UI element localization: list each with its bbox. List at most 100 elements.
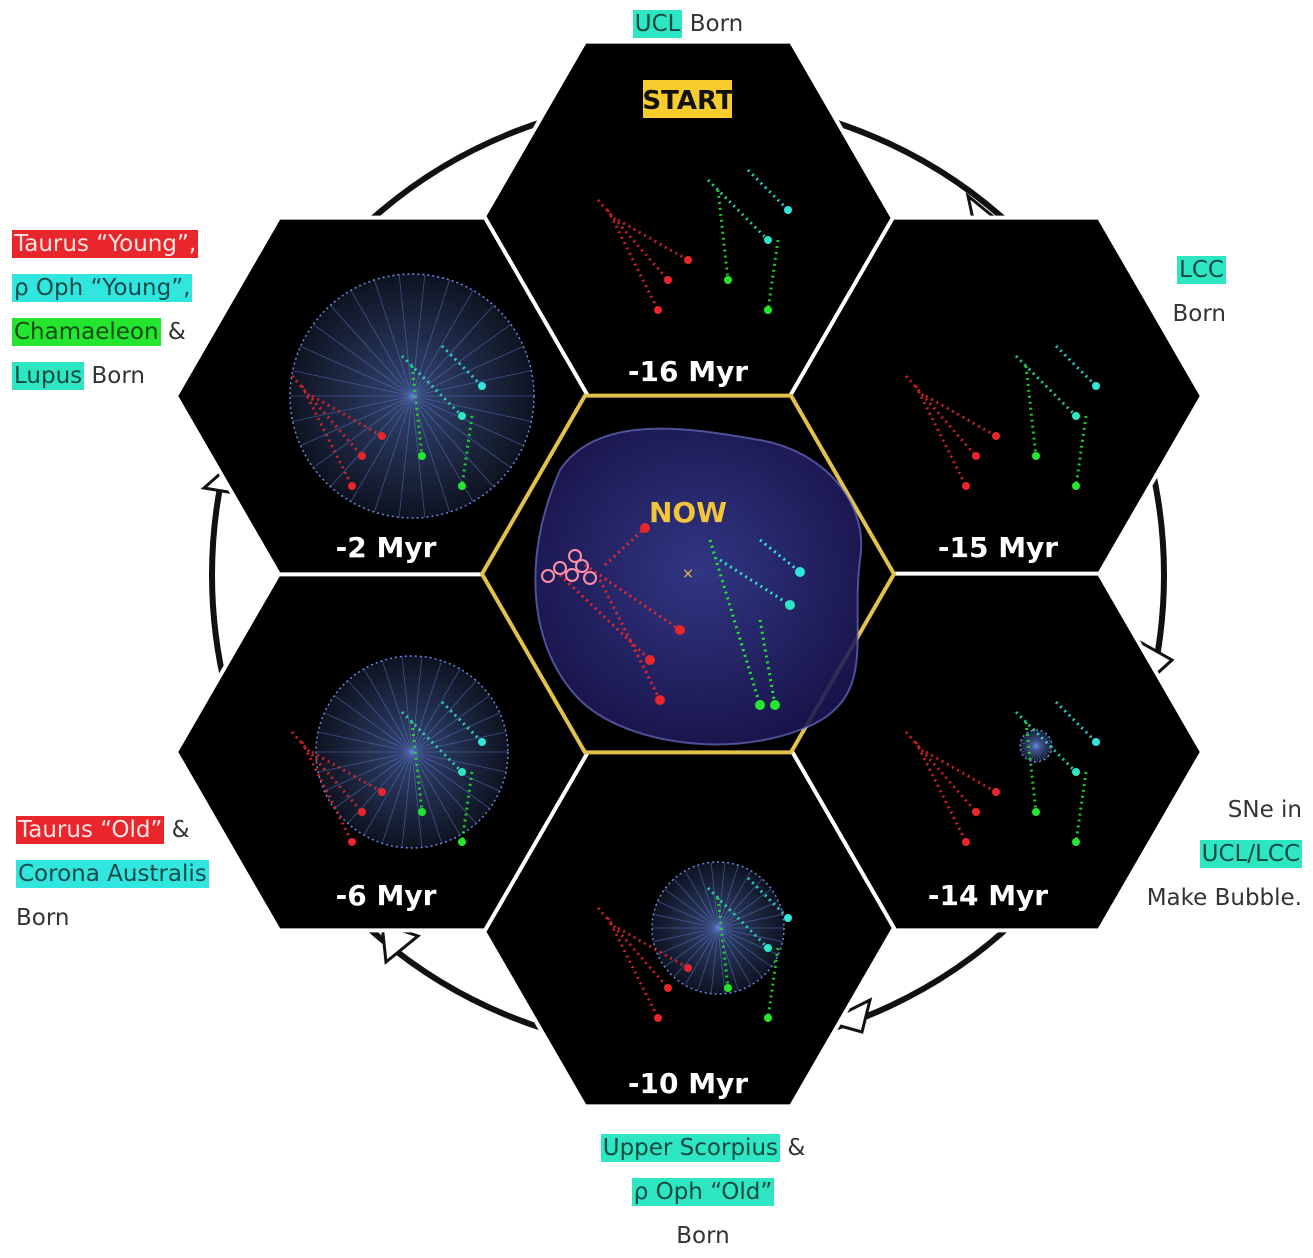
hex-lower-right-bubble-ray bbox=[1035, 745, 1039, 762]
hex-bottom-track-head bbox=[664, 984, 672, 992]
hex-lower-right-bubble-ray bbox=[1022, 745, 1037, 756]
hex-upper-left-bubble-ray bbox=[411, 395, 532, 422]
hex-upper-left-bubble-ray bbox=[411, 395, 511, 469]
hex-lower-right-bubble-ray bbox=[1021, 739, 1037, 747]
group-corona-australis: Corona Australis bbox=[16, 860, 209, 888]
hex-upper-left-bubble-ray bbox=[300, 395, 413, 446]
group-rho-oph-old: ρ Oph “Old” bbox=[631, 1178, 775, 1206]
hex-lower-right-bubble-ray bbox=[1033, 745, 1037, 762]
group-taurus-old: Taurus “Old” bbox=[16, 816, 165, 844]
hex-upper-left-track-head bbox=[458, 482, 466, 490]
hex-upper-left-bubble-ray bbox=[350, 395, 413, 502]
hex-center-track-head bbox=[785, 600, 795, 610]
hex-upper-left-bubble-ray bbox=[313, 323, 413, 397]
hex-lower-left-track-head bbox=[358, 808, 366, 816]
hex-upper-left-track bbox=[300, 385, 354, 487]
hex-bottom-bubble-ray bbox=[697, 927, 719, 991]
hex-lower-left-track-head bbox=[378, 788, 386, 796]
hex-lower-right-bubble-ray bbox=[1033, 730, 1037, 747]
hex-lower-left-bubble-ray bbox=[401, 656, 413, 753]
hex-lower-right-track-head bbox=[972, 808, 980, 816]
hex-bottom-track bbox=[606, 917, 660, 1019]
hex-lower-right-track-head bbox=[1072, 838, 1080, 846]
hex-center-track-head bbox=[770, 700, 780, 710]
annotation-lower-left-amp: & bbox=[164, 817, 190, 843]
annotation-upper-left-suffix: Born bbox=[84, 363, 145, 389]
group-lcc: LCC bbox=[1177, 256, 1226, 284]
hex-lower-left-track-head bbox=[418, 808, 426, 816]
hex-upper-left-track bbox=[311, 394, 383, 438]
hex-bottom-bubble-ray bbox=[717, 870, 752, 929]
hex-lower-left-track-head bbox=[348, 838, 356, 846]
local-bubble-surface bbox=[534, 427, 863, 746]
hex-lower-left-bubble-ray bbox=[381, 751, 413, 844]
hex-bottom-bubble-ray bbox=[673, 878, 719, 929]
annotation-lower-right-line1: SNe in bbox=[1227, 797, 1302, 823]
hex-lower-right-bubble-ray bbox=[1025, 733, 1037, 747]
time-label-upper-right: -15 Myr bbox=[938, 531, 1058, 564]
now-label: NOW bbox=[649, 496, 727, 529]
hex-upper-left-bubble-ray bbox=[398, 395, 413, 518]
hex-lower-left-bubble-ray bbox=[411, 680, 477, 753]
hex-upper-left-bubble-ray bbox=[330, 395, 413, 487]
hex-bottom-bubble-ray bbox=[653, 927, 719, 943]
hex-top-track bbox=[606, 209, 660, 311]
hex-lower-right-bubble-ray bbox=[1027, 745, 1037, 761]
hex-upper-left-track-head bbox=[358, 452, 366, 460]
hex-bottom-track-head bbox=[724, 984, 732, 992]
hex-lower-right-bubble-ray bbox=[1035, 736, 1050, 747]
hex-bottom-bubble-ray bbox=[673, 927, 719, 978]
annotation-lower-right-line3: Make Bubble. bbox=[1146, 885, 1302, 911]
group-rho-oph-young: ρ Oph “Young”, bbox=[12, 274, 193, 302]
hex-lower-right-bubble-ray bbox=[1035, 739, 1051, 747]
hex-lower-right-bubble-ray bbox=[1035, 730, 1039, 747]
hex-bottom-bubble-ray bbox=[657, 900, 719, 929]
hex-lower-right-track bbox=[914, 741, 968, 843]
hex-lower-right-track-head bbox=[962, 838, 970, 846]
hex-upper-left-bubble-ray bbox=[292, 395, 413, 422]
hex-upper-right-track-head bbox=[1092, 382, 1100, 390]
hex-bottom-bubble-ray bbox=[717, 913, 783, 929]
hex-lower-left-bubble-ray bbox=[411, 751, 461, 836]
annotation-lower-left-born: Born bbox=[16, 905, 70, 931]
hex-bottom-track bbox=[617, 926, 689, 970]
hex-lower-right-bubble-ray bbox=[1021, 745, 1037, 753]
hex-lower-right-track-head bbox=[992, 788, 1000, 796]
hex-lower-right-bubble-ray bbox=[1035, 742, 1052, 747]
sun-marker: × bbox=[682, 566, 694, 582]
hex-bottom-bubble-ray bbox=[717, 888, 772, 929]
hex-center-track-head bbox=[755, 700, 765, 710]
hex-lower-right-track-head bbox=[1092, 738, 1100, 746]
hex-bottom-bubble-ray bbox=[710, 927, 719, 994]
hex-upper-right-track-head bbox=[1072, 412, 1080, 420]
hex-bottom-track-head bbox=[654, 1014, 662, 1022]
annotation-lower-left: Taurus “Old” & Corona Australis Born bbox=[16, 808, 209, 940]
hex-center-cluster-ring bbox=[565, 568, 579, 582]
hex-upper-right-track bbox=[914, 385, 968, 487]
hex-top-track-head bbox=[654, 306, 662, 314]
hex-lower-left-track bbox=[311, 750, 383, 794]
hex-lower-left-bubble-ray bbox=[411, 668, 461, 753]
hex-lower-left-bubble-ray bbox=[411, 731, 506, 753]
hex-center-track bbox=[598, 579, 662, 701]
hex-lower-right-track bbox=[1014, 710, 1078, 774]
annotation-bottom-born: Born bbox=[676, 1223, 730, 1249]
start-badge: START bbox=[642, 86, 733, 116]
hex-top-track-head bbox=[684, 256, 692, 264]
hex-center-track-head bbox=[645, 655, 655, 665]
hex-lower-left-bubble-ray bbox=[411, 751, 500, 792]
hex-upper-left-track bbox=[400, 354, 464, 418]
hex-center-cluster-ring bbox=[575, 559, 589, 573]
annotation-top-suffix: Born bbox=[682, 11, 744, 37]
hex-upper-right-track bbox=[1014, 354, 1078, 418]
hex-center-track bbox=[759, 538, 801, 574]
time-label-upper-left: -2 Myr bbox=[336, 531, 437, 564]
annotation-upper-right-born: Born bbox=[1172, 301, 1226, 327]
hex-upper-right-track-head bbox=[1032, 452, 1040, 460]
hex-upper-left-track-head bbox=[458, 412, 466, 420]
hex-lower-right-bubble-ray bbox=[1020, 742, 1037, 747]
hex-lower-left-bubble-ray bbox=[411, 751, 490, 809]
hex-center-track-head bbox=[640, 523, 650, 533]
time-label-bottom: -10 Myr bbox=[628, 1067, 748, 1100]
